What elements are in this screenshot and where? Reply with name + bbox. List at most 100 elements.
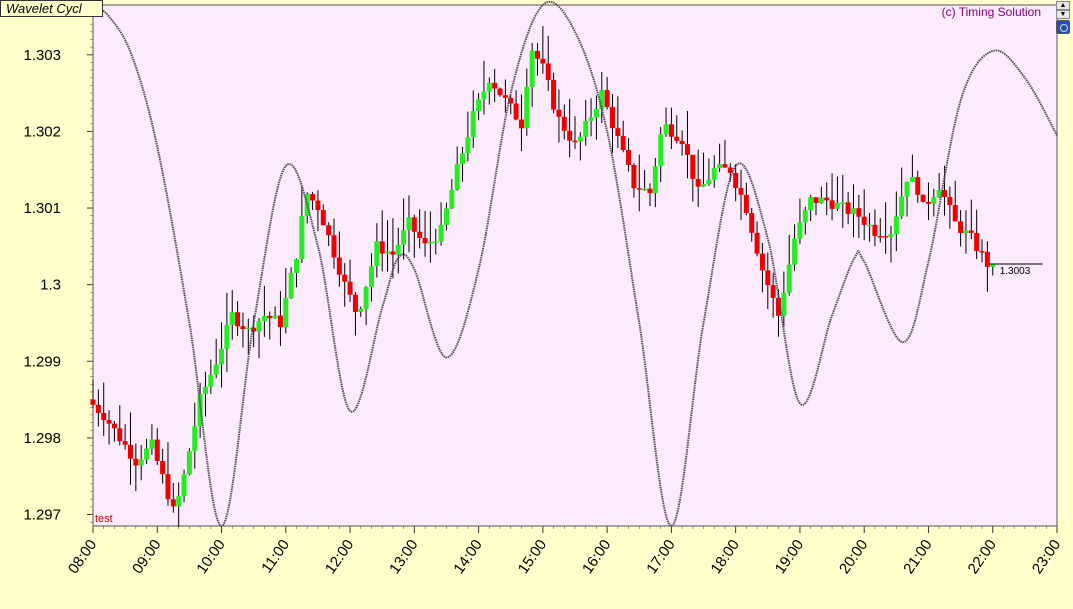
y-tick-label: 1.298 (23, 430, 61, 447)
candle-body (845, 202, 851, 214)
wavelet-cycle-line (92, 0, 1058, 528)
candle-body (829, 200, 835, 209)
x-tick-label: 21:00 (900, 537, 935, 578)
x-tick-label: 13:00 (386, 537, 421, 578)
candle-body (883, 236, 889, 238)
candle-body (443, 208, 449, 226)
candle-body (572, 140, 578, 143)
candle-body (727, 167, 733, 173)
x-tick-label: 12:00 (322, 537, 357, 578)
x-tick-label: 22:00 (965, 537, 1000, 578)
candle-body (947, 197, 953, 206)
candle-body (401, 230, 407, 245)
arrow-down-icon[interactable]: ▼ (1056, 10, 1070, 19)
candle-body (856, 208, 862, 217)
x-tick-label: 11:00 (258, 537, 293, 577)
x-tick-label: 19:00 (772, 537, 807, 578)
candle-body (738, 187, 744, 195)
candle-body (149, 439, 155, 449)
candle-body (385, 251, 391, 254)
candle-body (963, 230, 969, 234)
series-label: test (95, 513, 113, 525)
x-tick-label: 15:00 (515, 537, 550, 578)
candle-body (213, 364, 219, 375)
candle-body (197, 394, 203, 427)
x-tick-label: 10:00 (193, 537, 228, 578)
candle-body (899, 196, 905, 217)
candle-body (454, 164, 460, 190)
candle-body (294, 259, 300, 273)
candle-body (352, 294, 358, 312)
candle-body (743, 194, 749, 214)
candle-body (658, 134, 664, 167)
candle-body (974, 232, 980, 252)
candle-body (245, 327, 251, 330)
y-tick-label: 1.302 (23, 123, 61, 140)
candle-body (283, 298, 289, 328)
candle-body (379, 241, 385, 254)
candle-body (540, 58, 546, 64)
candle-body (470, 111, 476, 138)
candle-body (192, 426, 198, 452)
candle-body (684, 144, 690, 155)
candle-body (556, 109, 562, 117)
candle-body (583, 120, 589, 137)
candle-body (561, 116, 567, 131)
candle-body (813, 197, 819, 204)
candle-body (111, 423, 117, 429)
candle-body (277, 315, 283, 328)
candle-body (615, 128, 621, 136)
candle-body (181, 474, 187, 497)
candle-body (160, 460, 166, 475)
candle-body (888, 234, 894, 238)
candle-body (224, 324, 230, 349)
candle-body (90, 399, 96, 405)
axis-ticks (87, 8, 1058, 533)
candle-body (754, 232, 760, 254)
x-tick-label: 08:00 (65, 537, 100, 578)
x-tick-label: 16:00 (579, 537, 614, 578)
candle-body (374, 241, 380, 267)
candle-body (117, 428, 123, 442)
candle-body (347, 281, 353, 295)
y-tick-label: 1.3 (40, 277, 61, 294)
candle-body (229, 312, 235, 325)
candle-body (411, 217, 417, 232)
candle-body (749, 213, 755, 233)
candle-body (422, 238, 428, 244)
candle-body (792, 238, 798, 265)
chart-title[interactable]: Wavelet Cycl (0, 0, 103, 17)
x-axis-labels: 08:00 09:00 10:00 11:00 12:00 13:00 14:00 15:00… (65, 537, 1064, 578)
candle-body (850, 208, 856, 214)
candle-body (722, 164, 728, 168)
candlestick-series (90, 26, 996, 527)
globe-icon[interactable] (1056, 20, 1070, 34)
candle-body (240, 326, 246, 330)
candle-body (593, 108, 599, 118)
candle-body (304, 194, 310, 216)
candle-body (368, 266, 374, 288)
candle-body (518, 119, 524, 129)
candle-body (663, 124, 669, 135)
candle-body (674, 136, 680, 141)
candle-body (331, 235, 337, 258)
candle-body (936, 190, 942, 198)
x-tick-label: 14:00 (450, 537, 485, 578)
candle-body (781, 292, 787, 316)
candle-body (481, 91, 487, 100)
candle-body (915, 177, 921, 195)
candle-body (170, 499, 176, 507)
candle-body (492, 82, 498, 89)
candle-body (776, 297, 782, 316)
candle-body (95, 404, 101, 413)
candle-body (342, 274, 348, 282)
candle-body (267, 315, 273, 319)
candle-body (208, 374, 214, 387)
candle-body (808, 197, 814, 211)
plot-area[interactable] (92, 4, 1058, 527)
candle-body (717, 164, 723, 169)
y-tick-label: 1.297 (23, 507, 61, 524)
candle-body (824, 197, 830, 201)
arrow-up-icon[interactable]: ▲ (1056, 1, 1070, 10)
